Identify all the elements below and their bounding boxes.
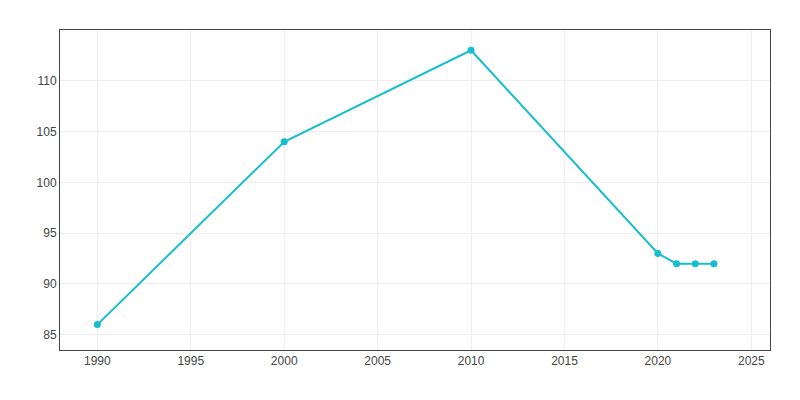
svg-text:95: 95 (43, 226, 57, 240)
svg-text:110: 110 (37, 74, 56, 88)
svg-text:1995: 1995 (177, 354, 204, 368)
svg-text:90: 90 (43, 277, 57, 291)
svg-text:2000: 2000 (271, 354, 298, 368)
svg-text:2020: 2020 (645, 354, 672, 368)
svg-text:2010: 2010 (458, 354, 485, 368)
svg-text:2015: 2015 (551, 354, 578, 368)
svg-text:105: 105 (37, 125, 57, 139)
svg-text:1990: 1990 (84, 354, 111, 368)
svg-text:2025: 2025 (738, 354, 765, 368)
svg-text:2005: 2005 (364, 354, 391, 368)
svg-text:85: 85 (43, 328, 57, 342)
svg-text:100: 100 (37, 176, 57, 190)
